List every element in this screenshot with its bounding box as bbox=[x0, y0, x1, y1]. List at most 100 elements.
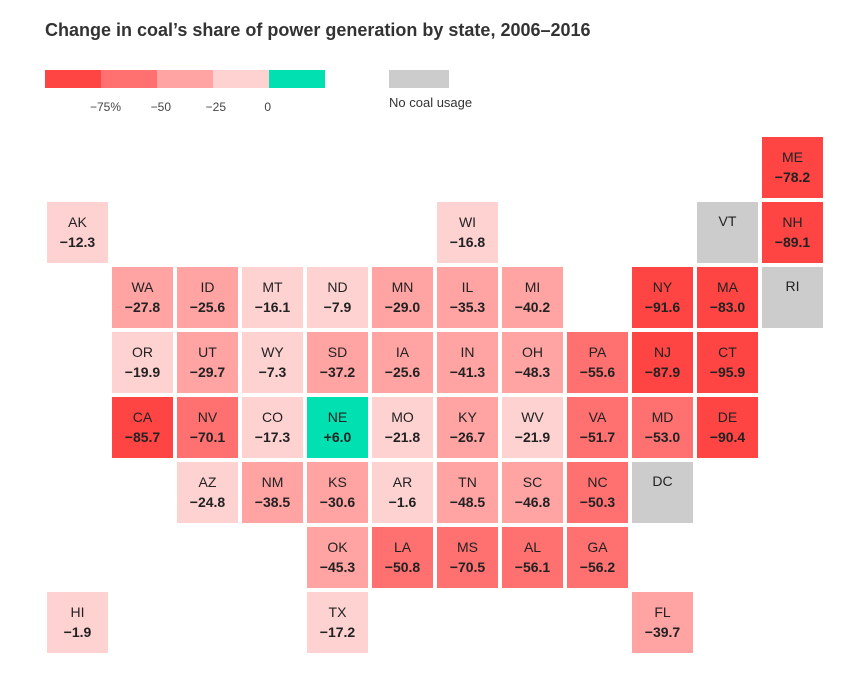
state-value: −29.0 bbox=[384, 298, 421, 315]
state-abbr: AK bbox=[68, 213, 87, 230]
state-tile-or: OR −19.9 bbox=[112, 332, 173, 393]
state-tile-nh: NH −89.1 bbox=[762, 202, 823, 263]
state-abbr: AZ bbox=[198, 473, 217, 490]
state-tile-ri: RI bbox=[762, 267, 823, 328]
state-abbr: KS bbox=[328, 473, 347, 490]
state-abbr: NC bbox=[587, 473, 608, 490]
state-value: −16.1 bbox=[254, 298, 291, 315]
state-value: −46.8 bbox=[514, 493, 551, 510]
state-tile-ma: MA −83.0 bbox=[697, 267, 758, 328]
state-tile-fl: FL −39.7 bbox=[632, 592, 693, 653]
legend-no-coal-label: No coal usage bbox=[389, 95, 473, 110]
state-abbr: CO bbox=[262, 408, 283, 425]
state-abbr: IA bbox=[395, 343, 410, 360]
state-value: −17.3 bbox=[254, 428, 291, 445]
state-tile-id: ID −25.6 bbox=[177, 267, 238, 328]
state-value: −48.5 bbox=[449, 493, 486, 510]
state-abbr: RI bbox=[785, 278, 800, 294]
state-value: −40.2 bbox=[514, 298, 551, 315]
state-tile-ca: CA −85.7 bbox=[112, 397, 173, 458]
state-value: +6.0 bbox=[323, 428, 352, 445]
state-abbr: DE bbox=[717, 408, 738, 425]
state-tile-wi: WI −16.8 bbox=[437, 202, 498, 263]
state-value: −21.8 bbox=[384, 428, 421, 445]
state-value: −83.0 bbox=[709, 298, 746, 315]
state-abbr: SC bbox=[522, 473, 543, 490]
state-value: −26.7 bbox=[449, 428, 486, 445]
legend-tick-0: 0 bbox=[264, 100, 271, 114]
state-tile-dc: DC bbox=[632, 462, 693, 523]
state-value: −48.3 bbox=[514, 363, 551, 380]
state-value: −12.3 bbox=[59, 233, 96, 250]
state-tile-ar: AR −1.6 bbox=[372, 462, 433, 523]
state-tile-ok: OK −45.3 bbox=[307, 527, 368, 588]
state-abbr: PA bbox=[588, 343, 607, 360]
state-abbr: GA bbox=[587, 538, 608, 555]
state-abbr: NE bbox=[327, 408, 348, 425]
state-abbr: MI bbox=[524, 278, 541, 295]
legend-no-coal-swatch bbox=[389, 70, 449, 88]
state-abbr: WY bbox=[261, 343, 284, 360]
state-abbr: NM bbox=[261, 473, 284, 490]
state-abbr: OR bbox=[132, 343, 153, 360]
state-tile-ms: MS −70.5 bbox=[437, 527, 498, 588]
state-tile-ne: NE +6.0 bbox=[307, 397, 368, 458]
state-value: −25.6 bbox=[384, 363, 421, 380]
state-tile-al: AL −56.1 bbox=[502, 527, 563, 588]
state-tile-la: LA −50.8 bbox=[372, 527, 433, 588]
state-tile-va: VA −51.7 bbox=[567, 397, 628, 458]
state-abbr: SD bbox=[327, 343, 348, 360]
state-value: −1.6 bbox=[388, 493, 417, 510]
state-value: −7.3 bbox=[258, 363, 287, 380]
state-value: −45.3 bbox=[319, 558, 356, 575]
state-abbr: VA bbox=[588, 408, 607, 425]
state-tile-tx: TX −17.2 bbox=[307, 592, 368, 653]
state-tile-nm: NM −38.5 bbox=[242, 462, 303, 523]
legend-swatch-5 bbox=[269, 70, 325, 88]
state-abbr: WI bbox=[458, 213, 477, 230]
state-abbr: NV bbox=[197, 408, 218, 425]
state-tile-hi: HI −1.9 bbox=[47, 592, 108, 653]
state-abbr: CT bbox=[718, 343, 737, 360]
state-value: −19.9 bbox=[124, 363, 161, 380]
state-tile-tn: TN −48.5 bbox=[437, 462, 498, 523]
state-abbr: TN bbox=[458, 473, 477, 490]
state-abbr: ME bbox=[782, 148, 803, 165]
state-value: −21.9 bbox=[514, 428, 551, 445]
state-tile-sd: SD −37.2 bbox=[307, 332, 368, 393]
state-value: −89.1 bbox=[774, 233, 811, 250]
state-tile-az: AZ −24.8 bbox=[177, 462, 238, 523]
state-abbr: IL bbox=[461, 278, 474, 295]
state-value: −55.6 bbox=[579, 363, 616, 380]
state-abbr: ID bbox=[200, 278, 215, 295]
state-tile-il: IL −35.3 bbox=[437, 267, 498, 328]
state-value: −24.8 bbox=[189, 493, 226, 510]
state-tile-wv: WV −21.9 bbox=[502, 397, 563, 458]
state-value: −95.9 bbox=[709, 363, 746, 380]
legend-tick-75: −75% bbox=[89, 100, 121, 114]
state-abbr: KY bbox=[458, 408, 477, 425]
state-abbr: MT bbox=[262, 278, 283, 295]
state-tile-ny: NY −91.6 bbox=[632, 267, 693, 328]
legend-swatch-2 bbox=[101, 70, 157, 88]
state-value: −38.5 bbox=[254, 493, 291, 510]
state-tile-wa: WA −27.8 bbox=[112, 267, 173, 328]
state-value: −50.8 bbox=[384, 558, 421, 575]
state-value: −78.2 bbox=[774, 168, 811, 185]
state-abbr: NJ bbox=[653, 343, 672, 360]
state-abbr: ND bbox=[327, 278, 348, 295]
state-tile-ut: UT −29.7 bbox=[177, 332, 238, 393]
state-value: −90.4 bbox=[709, 428, 746, 445]
state-abbr: DC bbox=[652, 473, 673, 489]
state-abbr: TX bbox=[328, 603, 347, 620]
state-value: −70.1 bbox=[189, 428, 226, 445]
state-value: −35.3 bbox=[449, 298, 486, 315]
legend-swatch-4 bbox=[213, 70, 269, 88]
state-value: −91.6 bbox=[644, 298, 681, 315]
state-tile-ak: AK −12.3 bbox=[47, 202, 108, 263]
state-tile-sc: SC −46.8 bbox=[502, 462, 563, 523]
state-value: −1.9 bbox=[63, 623, 92, 640]
state-tile-co: CO −17.3 bbox=[242, 397, 303, 458]
state-value: −37.2 bbox=[319, 363, 356, 380]
